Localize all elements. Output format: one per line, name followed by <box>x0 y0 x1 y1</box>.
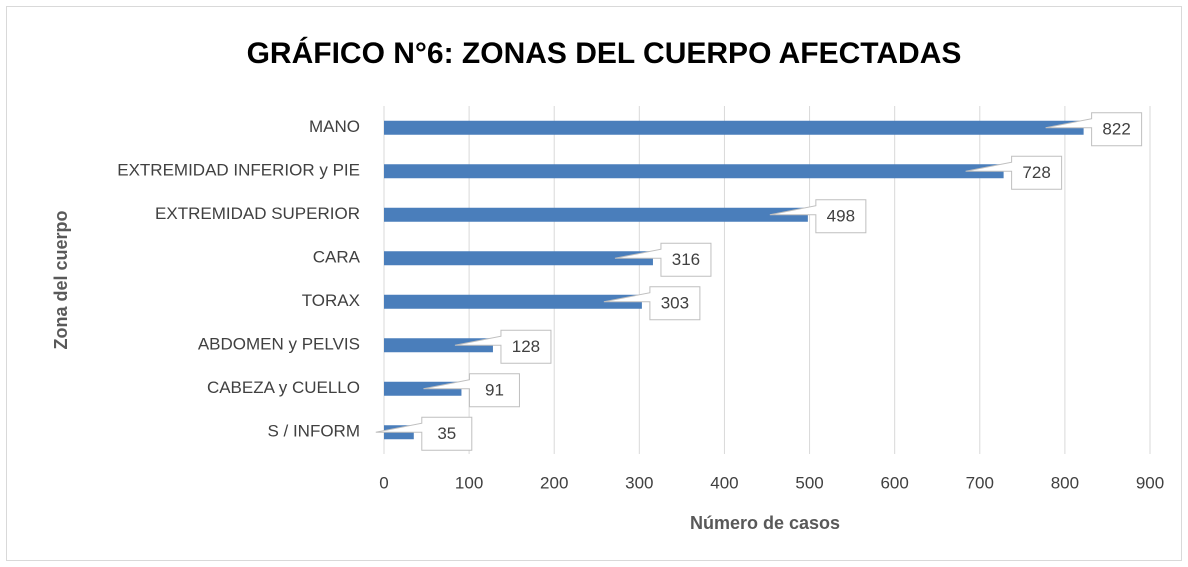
y-tick-label: TORAX <box>302 291 360 310</box>
data-label-callout <box>375 416 473 451</box>
data-label: 728 <box>1022 163 1050 182</box>
bar <box>384 164 1004 179</box>
data-label: 822 <box>1102 120 1130 139</box>
data-label: 35 <box>437 424 456 443</box>
y-axis-title: Zona del cuerpo <box>51 210 71 349</box>
data-label: 303 <box>661 294 689 313</box>
data-label: 91 <box>485 381 504 400</box>
y-tick-label: ABDOMEN y PELVIS <box>198 335 360 354</box>
y-tick-label: EXTREMIDAD INFERIOR y PIE <box>117 161 360 180</box>
x-tick-label: 600 <box>880 473 908 492</box>
x-tick-label: 400 <box>710 473 738 492</box>
y-tick-label: MANO <box>309 117 360 136</box>
y-tick-label: CARA <box>313 248 361 267</box>
x-tick-label: 800 <box>1051 473 1079 492</box>
data-label: 128 <box>512 337 540 356</box>
data-label: 498 <box>827 207 855 226</box>
data-label-callout <box>965 155 1063 190</box>
x-tick-label: 200 <box>540 473 568 492</box>
y-tick-label: S / INFORM <box>267 422 360 441</box>
bar <box>384 120 1084 135</box>
data-label-callout <box>454 329 552 364</box>
data-label-callout <box>614 242 712 277</box>
data-label: 316 <box>672 250 700 269</box>
data-label-callout <box>1045 112 1143 147</box>
x-axis-title: Número de casos <box>690 513 840 533</box>
x-tick-label: 900 <box>1136 473 1164 492</box>
bar <box>384 294 642 309</box>
bar <box>384 338 493 353</box>
bar <box>384 207 808 222</box>
chart-title: GRÁFICO N°6: ZONAS DEL CUERPO AFECTADAS <box>247 36 962 70</box>
bar <box>384 251 653 266</box>
chart-border <box>6 6 1182 561</box>
y-tick-label: CABEZA y CUELLO <box>207 378 360 397</box>
data-label-callout <box>423 373 520 408</box>
x-tick-label: 100 <box>455 473 483 492</box>
data-label-callout <box>769 199 867 234</box>
x-tick-label: 0 <box>379 473 388 492</box>
x-tick-label: 700 <box>966 473 994 492</box>
x-tick-label: 500 <box>795 473 823 492</box>
x-tick-label: 300 <box>625 473 653 492</box>
y-tick-label: EXTREMIDAD SUPERIOR <box>155 204 360 223</box>
data-label-callout <box>603 286 701 321</box>
